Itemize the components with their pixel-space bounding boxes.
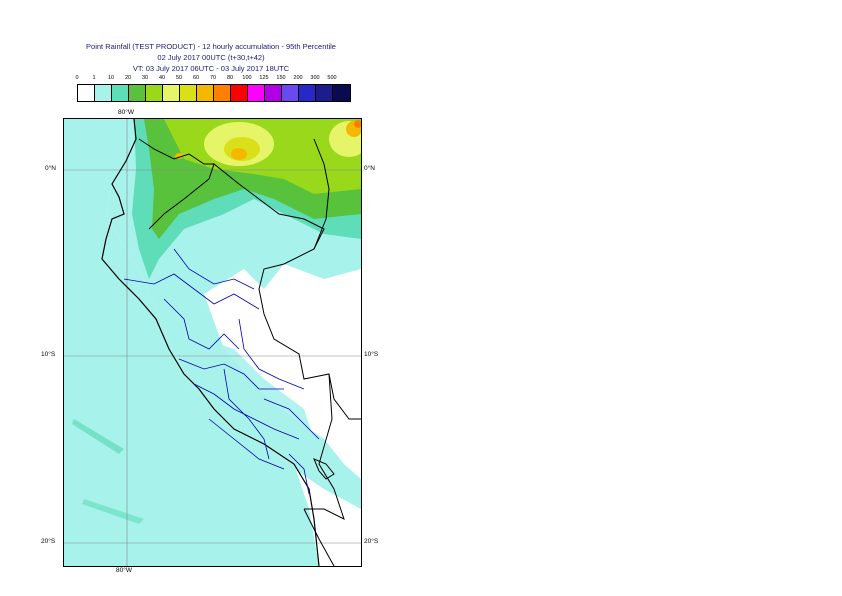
lat-label-eq-left: 0°N: [45, 165, 56, 172]
lat-label-10s-right: 10°S: [364, 351, 379, 358]
wet-zone-sierra: [199, 339, 314, 439]
rain-60-70-blob: [231, 148, 247, 160]
legend-tick-label: 200: [293, 75, 303, 81]
legend-tick-label: 40: [158, 75, 166, 81]
titicaca-lake: [313, 458, 335, 480]
top-lon-label: 80°W: [118, 109, 134, 116]
legend-tick-label: 20: [124, 75, 132, 81]
region-borders: [123, 248, 320, 495]
colombia-border: [313, 138, 330, 250]
legend-tick-label: 500: [327, 75, 337, 81]
legend-swatch: [163, 85, 180, 101]
legend-swatch: [197, 85, 214, 101]
ocean-streak-2: [82, 499, 144, 524]
legend-tick-label: 150: [276, 75, 286, 81]
legend-swatch: [282, 85, 299, 101]
legend-tick-label: 10: [107, 75, 115, 81]
legend-swatch: [265, 85, 282, 101]
title-line-1: Point Rainfall (TEST PRODUCT) - 12 hourl…: [86, 42, 336, 51]
legend-swatch: [248, 85, 265, 101]
bottom-lon-label: 80°W: [116, 567, 132, 574]
legend-tick-label: 0: [75, 75, 79, 81]
legend-swatch: [180, 85, 197, 101]
lat-label-20s-right: 20°S: [364, 538, 379, 545]
legend-swatch: [299, 85, 316, 101]
lat-label-10s-left: 10°S: [41, 351, 56, 358]
legend-swatch: [333, 85, 350, 101]
legend-swatch: [214, 85, 231, 101]
legend-tick-label: 100: [242, 75, 252, 81]
legend-tick-label: 70: [209, 75, 217, 81]
ecuador-peru-border: [148, 163, 361, 420]
rain-70-80-blob: [354, 120, 361, 128]
coastline: [101, 119, 320, 566]
legend-swatch: [316, 85, 333, 101]
legend-swatch: [95, 85, 112, 101]
ocean-streak-1: [72, 419, 124, 454]
lat-label-20s-left: 20°S: [41, 538, 56, 545]
legend-swatch: [78, 85, 95, 101]
legend-tick-label: 60: [192, 75, 200, 81]
legend-tick-label: 300: [310, 75, 320, 81]
legend-bar: [77, 84, 351, 102]
legend-swatch: [146, 85, 163, 101]
legend-tick-label: 30: [141, 75, 149, 81]
legend-swatch: [231, 85, 248, 101]
title-line-3: VT: 03 July 2017 06UTC - 03 July 2017 18…: [132, 64, 290, 73]
legend-swatch: [129, 85, 146, 101]
rainfall-map[interactable]: [63, 118, 362, 567]
ecuador-north-border: [138, 138, 214, 165]
map-svg: [64, 119, 361, 566]
chile-border: [303, 508, 335, 566]
bolivia-border: [304, 373, 345, 520]
lat-label-eq-right: 0°N: [364, 165, 375, 172]
title-line-2: 02 July 2017 00UTC (t+30,t+42): [157, 53, 265, 62]
legend-tick-label: 125: [259, 75, 269, 81]
legend-swatch: [112, 85, 129, 101]
legend-tick-label: 1: [92, 75, 96, 81]
legend-tick-label: 50: [175, 75, 183, 81]
legend-tick-label: 80: [226, 75, 234, 81]
